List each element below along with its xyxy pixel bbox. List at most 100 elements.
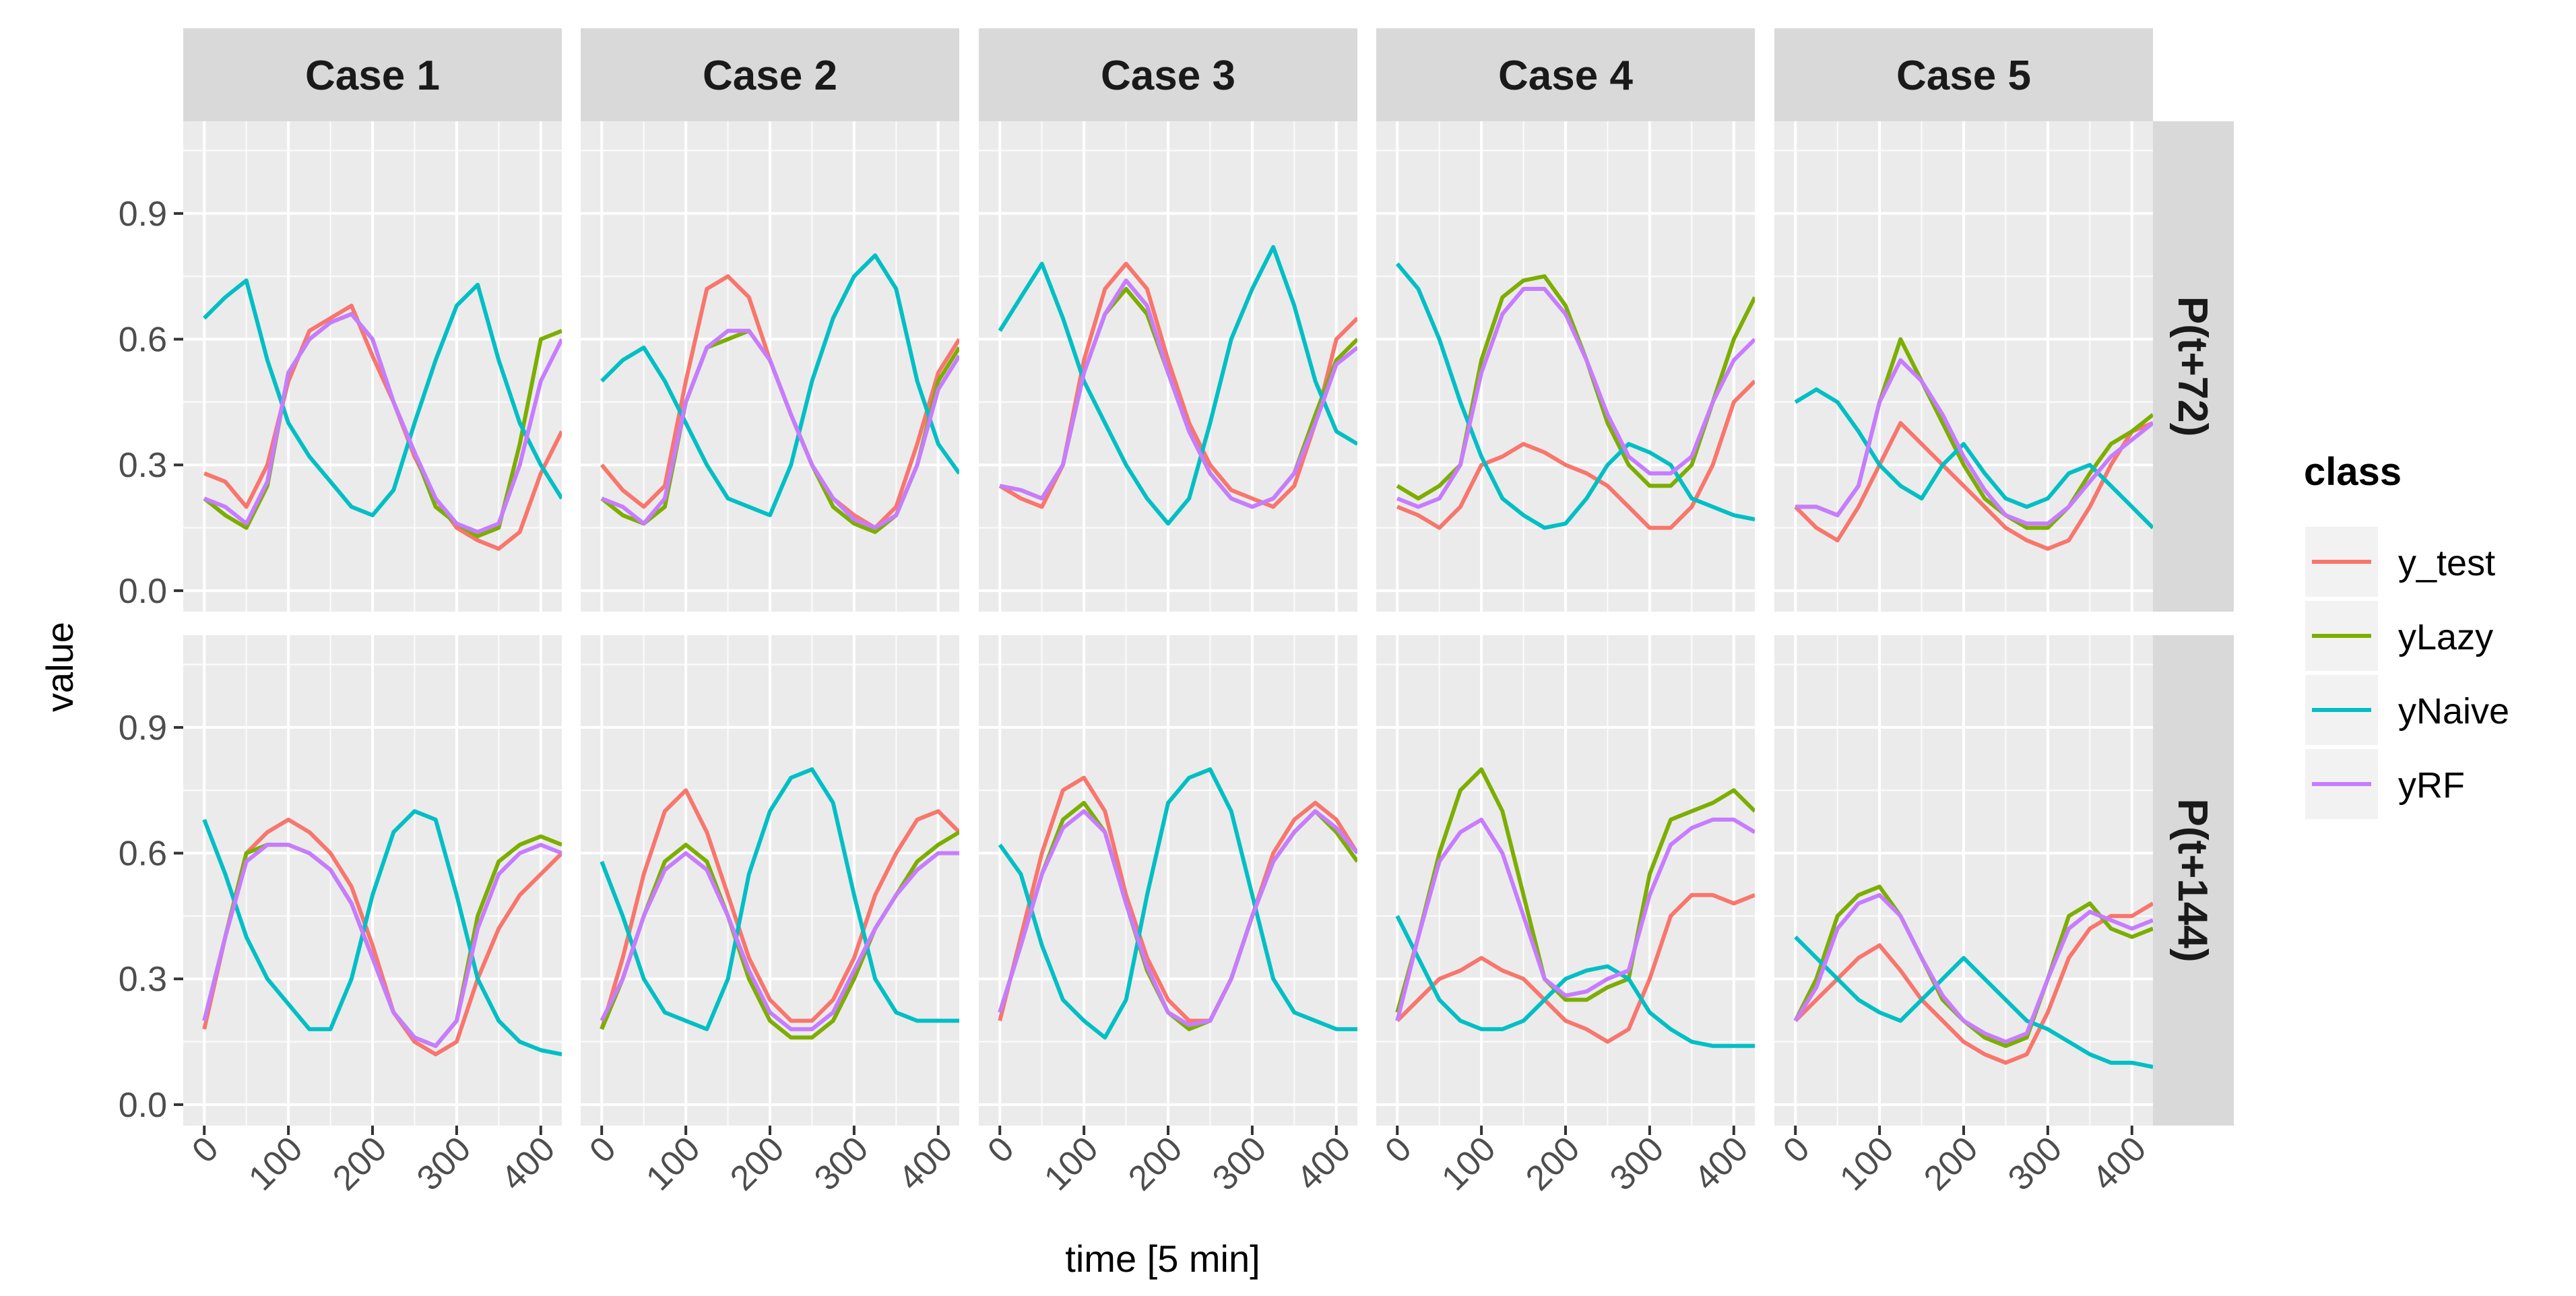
legend: class y_test yLazy yNaive yRF: [2304, 450, 2509, 819]
series-line-y-test: [1794, 421, 2153, 551]
series-line-yrf: [1396, 286, 1755, 509]
facet-column-label: Case 1: [305, 53, 440, 99]
panel: [1774, 635, 2153, 1126]
facet-strip-column: Case 5: [1774, 28, 2153, 121]
y-axis: 0.0 0.3 0.6 0.9 0.0 0.3 0.6 0.9: [119, 195, 183, 1125]
x-tick-label: 400: [494, 1129, 562, 1198]
legend-entry: yRF: [2305, 749, 2465, 819]
x-tick-label: 400: [891, 1129, 960, 1198]
x-tick-label: 0: [980, 1129, 1021, 1170]
strip-background: [1774, 28, 2153, 121]
legend-entry: yNaive: [2305, 675, 2509, 745]
strip-background: [581, 28, 959, 121]
series-line-ynaive: [1395, 262, 1755, 530]
x-tick-label: 200: [1518, 1129, 1587, 1198]
legend-entry: y_test: [2305, 527, 2495, 597]
legend-label: yRF: [2398, 765, 2465, 806]
series-line-ynaive: [600, 253, 959, 517]
facet-strip-column: Case 3: [979, 28, 1357, 121]
x-tick-label: 300: [410, 1129, 478, 1198]
series-line-ynaive: [1395, 915, 1755, 1048]
x-tick-label: 400: [2085, 1129, 2154, 1198]
facet-strip-row: P(t+144): [2153, 635, 2234, 1126]
series-line-ynaive: [203, 278, 562, 517]
x-tick-label: 100: [639, 1129, 707, 1198]
panel: [183, 121, 562, 612]
x-tick-label: 100: [1434, 1129, 1503, 1198]
panel: [1376, 635, 1755, 1126]
panels-layer: [183, 121, 2153, 1126]
panel: [979, 635, 1357, 1126]
strip-background: [979, 28, 1357, 121]
y-tick-label: 0.0: [119, 572, 167, 611]
panel: [979, 121, 1357, 612]
y-tick-label: 0.6: [119, 835, 167, 874]
x-axis-title: time [5 min]: [1065, 1237, 1260, 1280]
series-line-yrf: [203, 312, 562, 534]
facet-column-label: Case 5: [1896, 53, 2031, 99]
series-line-ynaive: [202, 809, 562, 1057]
series-line-ylazy: [1395, 767, 1755, 1013]
panel: [581, 121, 959, 612]
facet-strip-column: Case 4: [1376, 28, 1755, 121]
series-line-y-test: [1794, 901, 2153, 1065]
legend-title: class: [2304, 450, 2402, 494]
x-tick-label: 300: [2001, 1129, 2069, 1198]
series-line-yrf: [998, 809, 1357, 1027]
y-tick-label: 0.9: [119, 709, 167, 748]
y-axis-title: value: [38, 622, 81, 712]
series-line-yrf: [1795, 358, 2153, 526]
strip-background: [183, 28, 562, 121]
x-tick-label: 400: [1289, 1129, 1358, 1198]
series-line-y-test: [1396, 893, 1755, 1044]
facet-row-label: P(t+144): [2169, 799, 2216, 963]
facet-strips: Case 1 Case 2 Case 3 Case 4 Case 5 P(t+72) P(t…: [183, 28, 2234, 1126]
x-tick-label: 300: [807, 1129, 876, 1198]
facet-strip-column: Case 2: [581, 28, 959, 121]
series-line-yrf: [202, 843, 562, 1048]
series-line-yrf: [1395, 817, 1755, 1022]
series-line-yrf: [600, 851, 959, 1031]
series-line-ynaive: [1794, 387, 2153, 529]
y-tick-label: 0.3: [119, 446, 167, 485]
panel: [581, 635, 959, 1126]
panel: [1376, 121, 1755, 612]
x-tick-label: 300: [1205, 1129, 1274, 1198]
x-tick-label: 100: [241, 1129, 310, 1198]
panel: [183, 635, 562, 1126]
x-tick-label: 100: [1832, 1129, 1901, 1198]
y-tick-label: 0.0: [119, 1086, 167, 1125]
series-line-y-test: [203, 303, 562, 551]
y-tick-label: 0.3: [119, 960, 167, 999]
strip-background: [2153, 635, 2234, 1126]
x-tick-label: 0: [185, 1129, 226, 1170]
facet-column-label: Case 4: [1498, 53, 1633, 99]
x-tick-label: 0: [582, 1129, 623, 1170]
x-tick-label: 200: [723, 1129, 792, 1198]
strip-background: [2153, 121, 2234, 612]
series-line-yrf: [601, 329, 959, 530]
x-tick-label: 200: [325, 1129, 394, 1198]
x-tick-label: 200: [1917, 1129, 1985, 1198]
series-line-ynaive: [998, 767, 1357, 1040]
panel: [1774, 121, 2153, 612]
series-line-y-test: [202, 817, 562, 1057]
x-tick-label: 200: [1121, 1129, 1190, 1198]
y-tick-label: 0.9: [119, 195, 167, 234]
x-tick-label: 400: [1687, 1129, 1756, 1198]
series-line-y-test: [998, 775, 1357, 1023]
x-axis: 0 100 200 300 400 0 100 200 300 400 0 100 200 300 400 0…: [185, 1126, 2154, 1198]
legend-label: yNaive: [2398, 691, 2509, 732]
series-line-yrf: [999, 278, 1357, 509]
series-line-ynaive: [998, 245, 1357, 526]
series-line-ynaive: [600, 767, 959, 1031]
facet-strip-row: P(t+72): [2153, 121, 2234, 612]
facet-row-label: P(t+72): [2169, 296, 2216, 436]
strip-background: [1376, 28, 1755, 121]
x-tick-label: 0: [1378, 1129, 1419, 1170]
series-line-ynaive: [1794, 935, 2153, 1069]
series-line-yrf: [1793, 893, 2153, 1044]
facet-strip-column: Case 1: [183, 28, 562, 121]
legend-label: yLazy: [2398, 617, 2493, 657]
